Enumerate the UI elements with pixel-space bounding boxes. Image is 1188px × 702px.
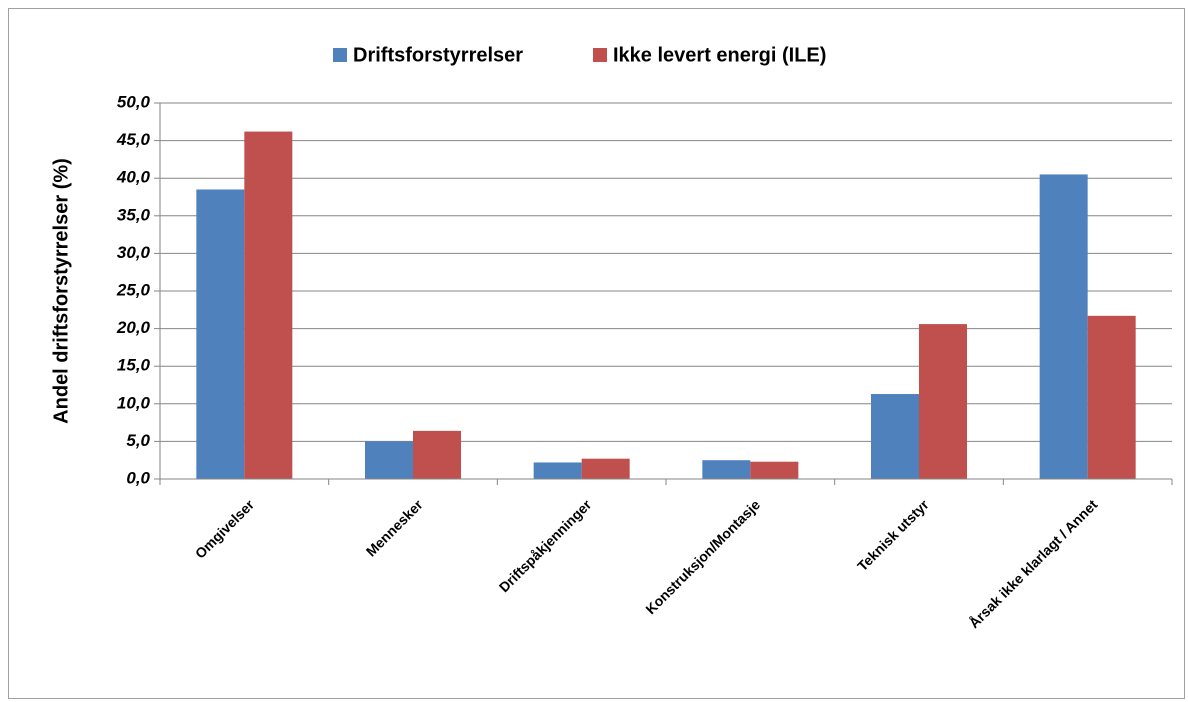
y-tick-label: 5,0 xyxy=(126,431,150,450)
y-tick-label: 0,0 xyxy=(126,468,150,487)
y-tick-label: 40,0 xyxy=(116,168,151,187)
bar xyxy=(196,189,245,480)
y-tick-label: 35,0 xyxy=(117,205,151,224)
y-tick-label: 45,0 xyxy=(116,130,151,149)
y-tick-label: 50,0 xyxy=(117,92,151,111)
bar xyxy=(581,458,630,479)
legend-label: Ikke levert energi (ILE) xyxy=(613,44,826,66)
y-tick-label: 20,0 xyxy=(116,318,151,337)
bar xyxy=(871,394,919,479)
bar xyxy=(1087,315,1136,479)
bar xyxy=(533,462,582,479)
bar xyxy=(919,324,967,479)
bar xyxy=(244,131,293,480)
y-axis-title: Andel driftsforstyrrelser (%) xyxy=(50,158,72,424)
y-tick-label: 25,0 xyxy=(116,280,151,299)
y-tick-label: 10,0 xyxy=(117,393,151,412)
legend-swatch xyxy=(593,48,607,62)
legend-label: Driftsforstyrrelser xyxy=(353,44,523,66)
bar xyxy=(1039,174,1088,479)
bar xyxy=(365,441,413,479)
y-tick-label: 30,0 xyxy=(117,243,151,262)
bar xyxy=(702,460,751,479)
y-tick-label: 15,0 xyxy=(117,356,151,375)
bar xyxy=(413,430,461,479)
legend-swatch xyxy=(333,48,347,62)
bar xyxy=(750,461,799,479)
